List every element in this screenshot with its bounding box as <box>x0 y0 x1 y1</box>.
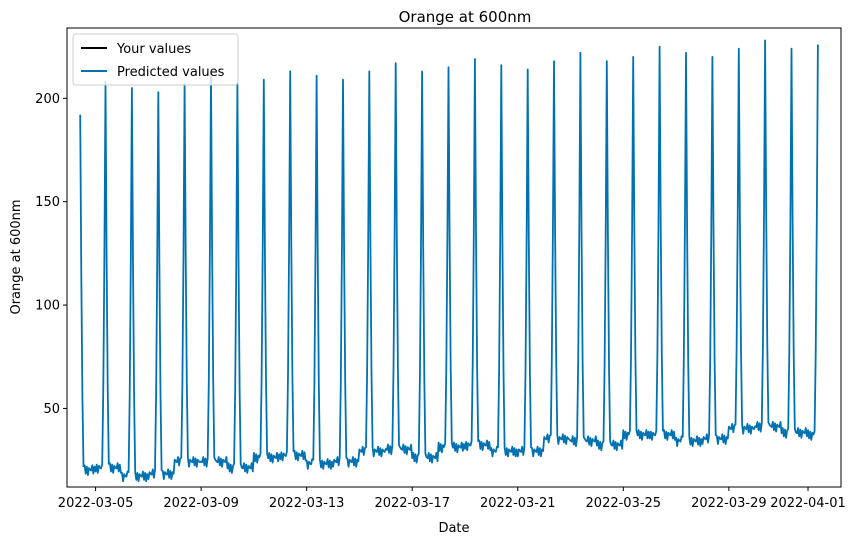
y-axis-label: Orange at 600nm <box>9 199 24 314</box>
legend: Your values Predicted values <box>72 33 239 86</box>
x-tick-label: 2022-04-01 <box>770 496 846 511</box>
series-line-predicted-values <box>79 39 819 483</box>
legend-box <box>72 33 239 86</box>
y-tick-label: 100 <box>35 299 60 314</box>
x-tick-label: 2022-03-21 <box>480 496 556 511</box>
y-tick-label: 150 <box>35 195 60 210</box>
x-tick-label: 2022-03-17 <box>374 496 450 511</box>
x-axis-label: Date <box>438 521 469 536</box>
x-tick-label: 2022-03-13 <box>269 496 345 511</box>
plot-area-frame <box>66 27 842 488</box>
axes-layer: 50 100 150 200 2022-03-05 2022-03-09 2022-03-1… <box>35 92 846 511</box>
series-layer <box>79 39 819 483</box>
x-tick-label: 2022-03-05 <box>58 496 134 511</box>
y-tick-label: 50 <box>43 402 60 417</box>
x-tick-label: 2022-03-09 <box>163 496 239 511</box>
x-tick-label: 2022-03-29 <box>691 496 767 511</box>
legend-label-predicted-values: Predicted values <box>117 65 225 80</box>
chart-title: Orange at 600nm <box>399 8 532 26</box>
y-tick-label: 200 <box>35 92 60 107</box>
legend-label-your-values: Your values <box>116 42 191 57</box>
x-tick-label: 2022-03-25 <box>586 496 662 511</box>
